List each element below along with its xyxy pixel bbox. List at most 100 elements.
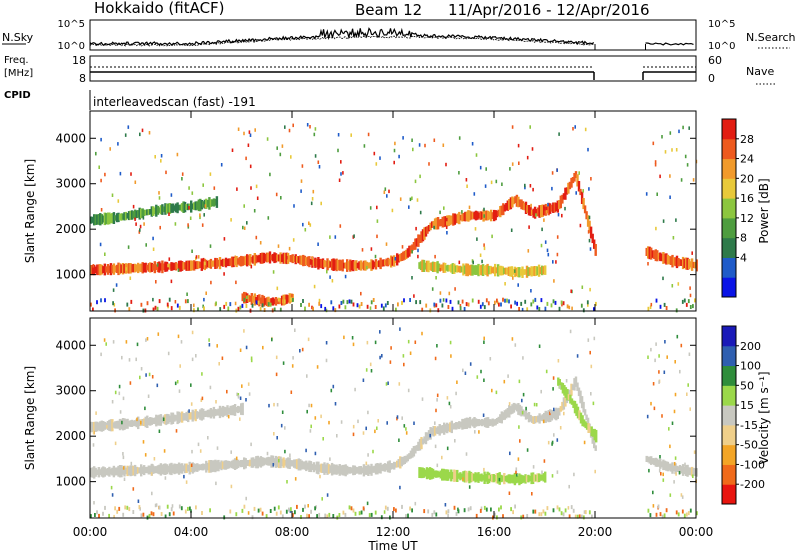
power-ground-point — [558, 306, 561, 311]
power-colorbar-swatch — [722, 198, 736, 219]
velocity-scatter-point — [518, 425, 520, 429]
velocity-cell — [299, 459, 302, 471]
velocity-cell — [123, 418, 126, 430]
velocity-scatter-point — [542, 419, 545, 424]
velocity-scatter-point — [568, 484, 570, 489]
power-ground-point — [245, 304, 248, 308]
velocity-ground-point — [158, 505, 161, 510]
power-cell — [426, 226, 429, 234]
velocity-cell — [542, 473, 545, 482]
power-cell — [270, 254, 273, 261]
velocity-scatter-point — [191, 330, 194, 335]
velocity-cell — [583, 409, 587, 416]
power-scatter-point — [691, 251, 693, 255]
velocity-cell — [141, 419, 144, 426]
power-scatter-point — [197, 255, 200, 259]
power-ground-point — [449, 299, 452, 304]
power-cell — [218, 257, 222, 270]
power-cell — [243, 291, 246, 304]
velocity-cell — [349, 466, 352, 474]
power-scatter-point — [342, 171, 344, 175]
velocity-scatter-point — [407, 388, 410, 393]
velocity-cell — [344, 464, 347, 477]
power-ground-point — [439, 298, 442, 303]
power-cell — [132, 211, 135, 219]
power-cell — [249, 254, 252, 266]
power-scatter-point — [574, 125, 576, 129]
power-ground-point — [178, 305, 181, 310]
power-cell — [468, 210, 472, 221]
power-scatter-point — [310, 201, 313, 206]
velocity-scatter-point — [326, 493, 329, 497]
power-cell — [214, 198, 217, 206]
power-scatter-point — [152, 297, 154, 302]
power-ground-point — [506, 298, 508, 303]
velocity-scatter-point — [178, 389, 181, 393]
velocity-cell — [458, 421, 461, 430]
velocity-cell — [240, 460, 243, 468]
velocity-cell — [108, 419, 111, 431]
power-scatter-point — [431, 287, 434, 291]
power-cell — [460, 266, 464, 273]
power-cell — [280, 254, 284, 262]
velocity-cell — [199, 409, 202, 420]
velocity-scatter-point — [250, 356, 253, 360]
power-cell — [130, 264, 134, 273]
velocity-scatter-point — [515, 470, 517, 474]
power-scatter-point — [557, 212, 560, 217]
power-scatter-point — [527, 249, 530, 253]
velocity-scatter-point — [111, 493, 114, 497]
power-scatter-point — [659, 174, 661, 179]
velocity-cell — [418, 467, 421, 478]
power-scatter-point — [191, 191, 194, 195]
velocity-ground-point — [370, 512, 373, 517]
power-scatter-point — [204, 261, 206, 266]
power-cell — [532, 208, 535, 218]
power-scatter-point — [246, 221, 248, 225]
power-scatter-point — [540, 243, 543, 248]
velocity-scatter-point — [165, 421, 167, 426]
velocity-cell — [265, 457, 269, 466]
power-ground-point — [494, 300, 496, 305]
velocity-ground-point — [259, 507, 262, 512]
power-cell — [176, 263, 179, 269]
velocity-cell — [294, 459, 297, 469]
velocity-scatter-point — [247, 511, 250, 515]
power-cell — [420, 231, 423, 243]
power-scatter-point — [314, 127, 317, 131]
power-scatter-point — [117, 199, 120, 203]
velocity-scatter-point — [398, 438, 400, 442]
power-cell — [138, 207, 141, 220]
power-cell — [666, 254, 670, 265]
power-scatter-point — [117, 142, 119, 146]
velocity-cell — [226, 405, 229, 417]
power-cell — [215, 196, 219, 208]
power-ground-point — [352, 302, 355, 307]
velocity-scatter-point — [151, 491, 153, 496]
power-scatter-point — [272, 270, 275, 274]
power-cell — [651, 250, 654, 258]
velocity-ground-point — [663, 513, 666, 518]
power-cell — [258, 254, 261, 263]
power-cell — [182, 262, 185, 270]
power-cell — [678, 259, 682, 266]
power-ground-point — [243, 297, 246, 302]
velocity-scatter-point — [503, 379, 506, 384]
power-cell — [686, 257, 689, 270]
velocity-cell — [164, 414, 167, 425]
velocity-cell — [415, 445, 419, 451]
velocity-scatter-point — [243, 329, 245, 333]
power-cell — [368, 262, 372, 269]
power-cell — [657, 252, 660, 260]
power-cell — [483, 265, 486, 275]
velocity-cell — [211, 460, 214, 473]
velocity-cell — [149, 465, 152, 475]
velocity-scatter-point — [456, 380, 458, 384]
velocity-ytick-label: 1000 — [55, 475, 86, 489]
velocity-cell — [420, 437, 423, 450]
power-cell — [429, 222, 432, 231]
power-scatter-point — [127, 125, 130, 129]
x-tick-label: 20:00 — [578, 525, 613, 539]
power-cell — [217, 259, 220, 267]
power-scatter-point — [220, 163, 223, 167]
